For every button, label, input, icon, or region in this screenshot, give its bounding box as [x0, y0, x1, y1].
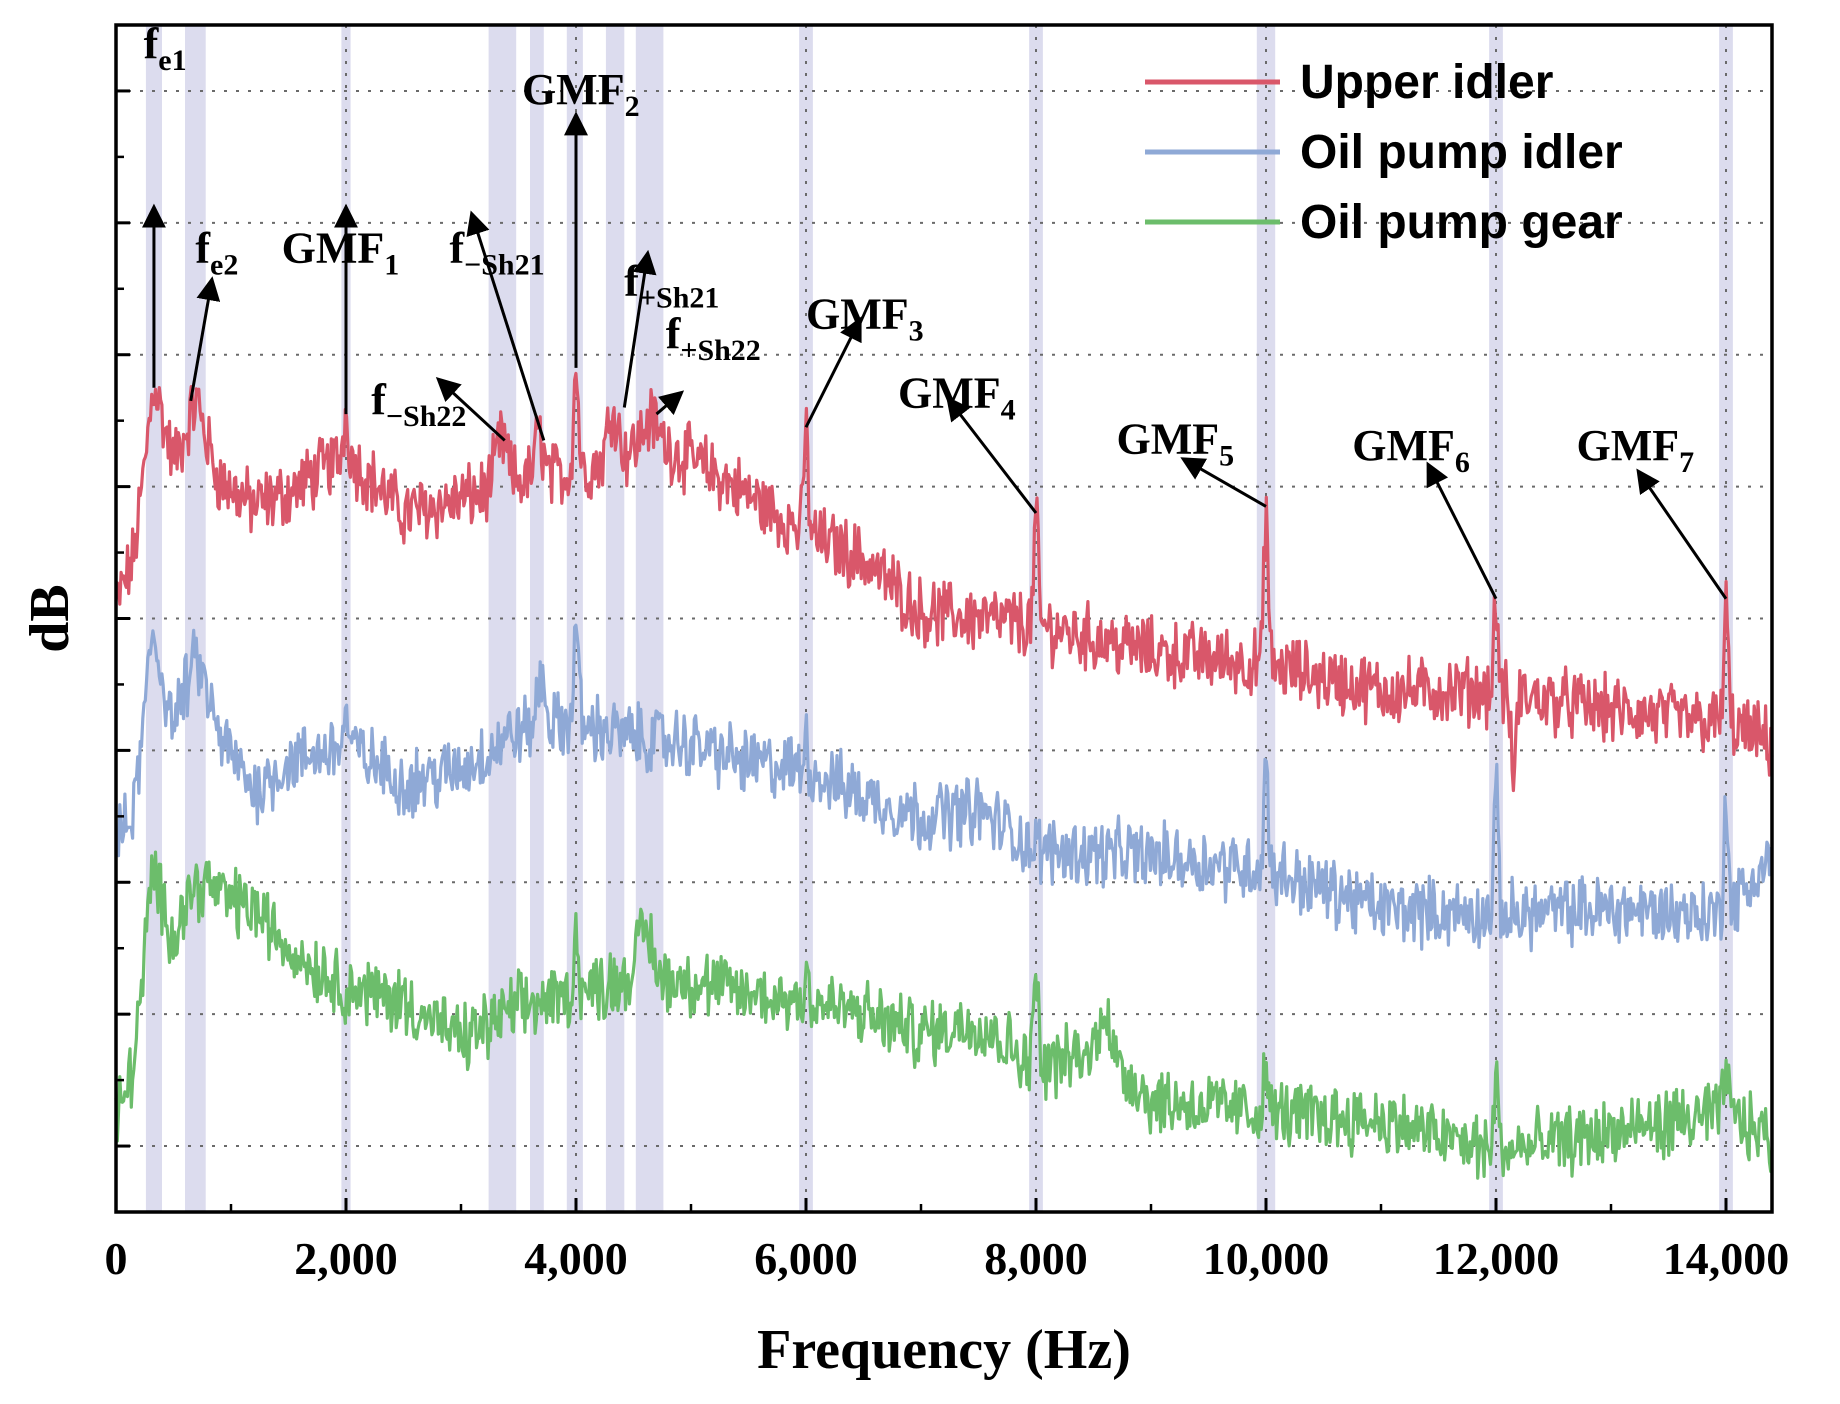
annotation-arrow — [655, 390, 685, 416]
annotation-label: GMF1 — [282, 223, 400, 281]
annotation-3: GMF1 — [282, 223, 400, 281]
annotation-9: GMF3 — [806, 289, 924, 347]
annotation-label: GMF2 — [522, 65, 640, 123]
highlight-band — [605, 25, 625, 1212]
annotation-arrow — [189, 276, 221, 402]
x-axis-title: Frequency (Hz) — [757, 1319, 1131, 1381]
annotation-arrow — [466, 210, 546, 441]
annotation-12: GMF6 — [1352, 421, 1470, 479]
annotation-arrow — [1426, 461, 1498, 600]
legend: Upper idler Oil pump idler Oil pump gear — [1145, 56, 1623, 249]
annotation-label: GMF5 — [1117, 415, 1235, 473]
annotation-label: fe2 — [195, 223, 238, 281]
annotation-label: GMF6 — [1352, 421, 1470, 479]
annotation-arrow — [946, 396, 1038, 514]
annotation-label: GMF3 — [806, 289, 924, 347]
y-axis-title: dB — [19, 584, 81, 653]
highlight-band — [1256, 25, 1276, 1212]
highlight-band — [799, 25, 813, 1212]
axes: 0 2,000 4,000 6,000 8,000 10,000 12,000 14,000 — [105, 23, 1790, 1284]
legend-label: Oil pump idler — [1300, 126, 1623, 179]
series-line-3 — [114, 850, 1774, 1180]
series-line-1 — [114, 371, 1774, 793]
annotation-label: GMF7 — [1577, 421, 1695, 479]
series-lines — [114, 371, 1774, 1180]
annotation-7: f−Sh22 — [371, 375, 466, 433]
x-tick-label: 14,000 — [1663, 1233, 1790, 1284]
highlight-band — [635, 25, 664, 1212]
highlight-band — [1029, 25, 1043, 1212]
annotation-1: fe1 — [144, 19, 187, 77]
annotation-8: f+Sh22 — [666, 309, 761, 367]
annotation-label: fe1 — [144, 19, 187, 77]
x-tick-label: 6,000 — [754, 1233, 858, 1284]
annotation-arrow — [804, 316, 862, 428]
x-tick-label: 8,000 — [984, 1233, 1088, 1284]
legend-label: Oil pump gear — [1300, 196, 1623, 249]
series-line-2 — [114, 623, 1774, 953]
annotation-4: f−Sh21 — [450, 223, 545, 281]
x-tick-label: 0 — [105, 1233, 128, 1284]
annotation-arrow — [622, 249, 657, 408]
annotation-13: GMF7 — [1577, 421, 1695, 479]
annotation-11: GMF5 — [1117, 415, 1235, 473]
x-tick-label: 4,000 — [524, 1233, 628, 1284]
annotation-label: f+Sh22 — [666, 309, 761, 367]
annotation-arrow — [435, 377, 506, 442]
annotation-label: GMF4 — [898, 368, 1016, 426]
annotation-arrow — [1180, 457, 1267, 508]
x-tick-label: 10,000 — [1203, 1233, 1330, 1284]
annotation-arrow — [1636, 468, 1728, 600]
annotation-label: f−Sh22 — [371, 375, 466, 433]
x-tick-label: 2,000 — [294, 1233, 398, 1284]
annotation-label: f−Sh21 — [450, 223, 545, 281]
annotation-5: GMF2 — [522, 65, 640, 123]
x-tick-label: 12,000 — [1433, 1233, 1560, 1284]
legend-label: Upper idler — [1300, 56, 1553, 109]
annotation-2: fe2 — [195, 223, 238, 281]
annotation-10: GMF4 — [898, 368, 1016, 426]
